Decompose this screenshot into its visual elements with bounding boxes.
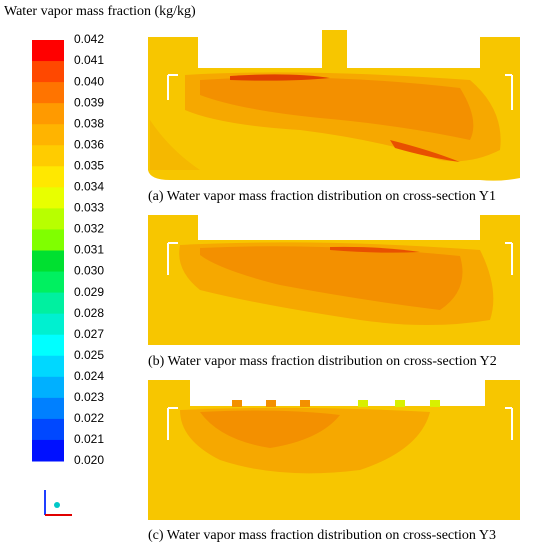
colorbar-label: 0.021: [74, 432, 104, 446]
colorbar-label: 0.032: [74, 222, 104, 236]
colorbar-label: 0.028: [74, 306, 104, 320]
colorbar-label: 0.025: [74, 348, 104, 362]
colorbar-segment: [32, 208, 64, 230]
colorbar-label: 0.040: [74, 74, 104, 88]
contour-panel-a: [148, 30, 520, 181]
colorbar-label: 0.023: [74, 390, 104, 404]
colorbar-segment: [32, 313, 64, 336]
colorbar-segment: [32, 82, 64, 104]
colorbar-segment: [32, 355, 64, 378]
colorbar-segment: [32, 145, 64, 167]
colorbar-segment: [32, 292, 64, 315]
colorbar-segment: [32, 229, 64, 251]
colorbar-segment: [32, 376, 64, 399]
colorbar-label: 0.033: [74, 201, 104, 215]
colorbar-label: 0.035: [74, 158, 104, 172]
contour-panel-b: [148, 215, 520, 345]
colorbar-label: 0.042: [74, 32, 104, 46]
colorbar-segment: [32, 334, 64, 357]
axis-triad: [44, 490, 72, 516]
colorbar-label: 0.030: [74, 264, 104, 278]
colorbar-segment: [32, 271, 64, 294]
colorbar-segment: [32, 124, 64, 146]
colorbar-segment: [32, 418, 64, 441]
colorbar-label: 0.039: [74, 95, 104, 109]
colorbar-segment: [32, 40, 64, 62]
colorbar-label: 0.027: [74, 327, 104, 341]
colorbar-label: 0.031: [74, 243, 104, 257]
colorbar-label: 0.034: [74, 180, 104, 194]
legend-title: Water vapor mass fraction (kg/kg): [4, 4, 196, 19]
colorbar-segment: [32, 166, 64, 188]
colorbar-label: 0.038: [74, 116, 104, 130]
colorbar-segment: [32, 250, 64, 273]
colorbar: 0.042 0.041 0.040 0.039 0.038 0.036 0.035 0.034…: [32, 32, 104, 467]
colorbar-label: 0.024: [74, 369, 104, 383]
colorbar-label: 0.022: [74, 411, 104, 425]
panel-caption: (a) Water vapor mass fraction distributi…: [148, 189, 496, 204]
colorbar-segment: [32, 397, 64, 420]
colorbar-segment: [32, 61, 64, 83]
colorbar-segment: [32, 187, 64, 209]
colorbar-segment: [32, 439, 64, 462]
colorbar-segment: [32, 103, 64, 125]
panel-caption: (b) Water vapor mass fraction distributi…: [148, 354, 497, 369]
colorbar-label: 0.036: [74, 137, 104, 151]
colorbar-label: 0.041: [74, 53, 104, 67]
contour-panel-c: [148, 380, 520, 520]
panel-caption: (c) Water vapor mass fraction distributi…: [148, 528, 496, 543]
colorbar-label: 0.029: [74, 285, 104, 299]
colorbar-label: 0.020: [74, 453, 104, 467]
